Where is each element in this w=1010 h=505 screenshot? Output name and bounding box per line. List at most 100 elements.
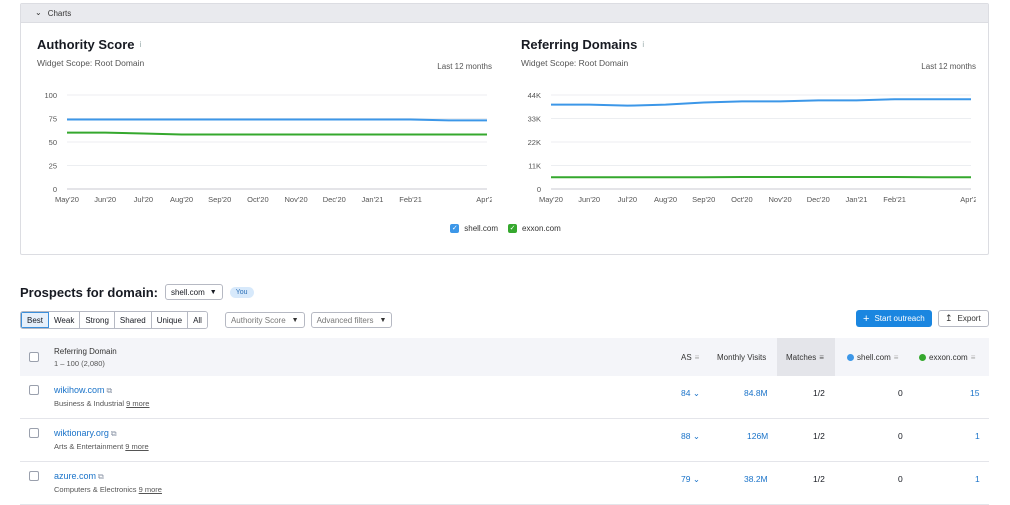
legend-label: exxon.com xyxy=(522,224,561,233)
y-tick-label: 50 xyxy=(49,138,57,147)
checkbox-checked-icon: ✓ xyxy=(450,224,459,233)
matches-value: 1/2 xyxy=(813,474,825,484)
sort-icon: ≡ xyxy=(695,353,700,362)
legend-item-exxon[interactable]: ✓ exxon.com xyxy=(508,224,561,233)
as-value[interactable]: 88 xyxy=(681,431,690,441)
as-value[interactable]: 84 xyxy=(681,388,690,398)
referring-domains-chart: Referring Domains i Widget Scope: Root D… xyxy=(521,37,976,68)
more-categories-link[interactable]: 9 more xyxy=(125,442,148,451)
domain-category: Computers & Electronics xyxy=(54,485,137,494)
header-exxon[interactable]: exxon.com≡ xyxy=(919,338,975,376)
x-tick-label: Nov'20 xyxy=(285,195,308,204)
authority-chart-title: Authority Score xyxy=(37,37,135,52)
more-categories-link[interactable]: 9 more xyxy=(126,399,149,408)
charts-header-label: Charts xyxy=(48,9,72,18)
row-checkbox[interactable] xyxy=(29,428,39,438)
domain-link[interactable]: wiktionary.org xyxy=(54,428,109,438)
chevron-down-icon[interactable]: ⌄ xyxy=(693,431,700,441)
legend-label: shell.com xyxy=(464,224,498,233)
shell-backlinks: 0 xyxy=(898,431,903,441)
sort-icon: ≡ xyxy=(819,353,824,362)
exxon-backlinks[interactable]: 1 xyxy=(975,431,980,441)
x-tick-label: Apr'21 xyxy=(476,195,492,204)
header-referring-domain: Referring Domain 1 – 100 (2,080) xyxy=(54,338,117,376)
segment-weak[interactable]: Weak xyxy=(49,312,80,328)
info-icon[interactable]: i xyxy=(140,40,142,49)
segment-all[interactable]: All xyxy=(188,312,207,328)
domains-chart-scope: Widget Scope: Root Domain xyxy=(521,58,976,68)
chart-legend: ✓ shell.com ✓ exxon.com xyxy=(21,224,990,233)
exxon-backlinks[interactable]: 1 xyxy=(975,474,980,484)
shell-backlinks: 0 xyxy=(898,474,903,484)
chevron-down-icon[interactable]: ⌄ xyxy=(693,388,700,398)
exxon-backlinks[interactable]: 15 xyxy=(970,388,979,398)
export-label: Export xyxy=(958,314,981,323)
prospects-heading: Prospects for domain: shell.com ▼ You xyxy=(20,284,254,300)
legend-item-shell[interactable]: ✓ shell.com xyxy=(450,224,498,233)
y-tick-label: 33K xyxy=(528,115,541,124)
export-button[interactable]: ↥ Export xyxy=(938,310,989,327)
external-link-icon[interactable]: ⧉ xyxy=(107,386,113,395)
charts-panel: ⌄ Charts Authority Score i Widget Scope:… xyxy=(20,3,989,255)
row-checkbox[interactable] xyxy=(29,385,39,395)
advanced-filters-dropdown[interactable]: Advanced filters ▼ xyxy=(311,312,393,328)
exxon-dot-icon xyxy=(919,354,926,361)
table-row: azure.com⧉ Computers & Electronics 9 mor… xyxy=(20,462,989,505)
series-line-shell-com xyxy=(551,99,971,105)
domain-category: Business & Industrial xyxy=(54,399,124,408)
authority-score-dropdown[interactable]: Authority Score ▼ xyxy=(225,312,305,328)
chevron-down-icon[interactable]: ⌄ xyxy=(693,474,700,484)
x-tick-label: Jan'21 xyxy=(362,195,384,204)
domain-link[interactable]: wikihow.com xyxy=(54,385,105,395)
external-link-icon[interactable]: ⧉ xyxy=(98,472,104,481)
segment-best[interactable]: Best xyxy=(21,312,49,328)
y-tick-label: 44K xyxy=(528,91,541,100)
charts-toggle[interactable]: ⌄ Charts xyxy=(21,4,988,23)
domain-link[interactable]: azure.com xyxy=(54,471,96,481)
table-row: wiktionary.org⧉ Arts & Entertainment 9 m… xyxy=(20,419,989,462)
info-icon[interactable]: i xyxy=(642,40,644,49)
visits-value: 84.8M xyxy=(744,388,768,398)
table-row: wikihow.com⧉ Business & Industrial 9 mor… xyxy=(20,376,989,419)
header-exxon-label: exxon.com xyxy=(929,353,968,362)
header-visits-label: Monthly Visits xyxy=(717,353,766,362)
more-categories-link[interactable]: 9 more xyxy=(139,485,162,494)
segment-shared[interactable]: Shared xyxy=(115,312,152,328)
prospects-table: Referring Domain 1 – 100 (2,080) AS≡ Mon… xyxy=(20,338,989,505)
plus-icon: + xyxy=(863,313,869,325)
authority-chart-scope: Widget Scope: Root Domain xyxy=(37,58,492,68)
header-matches[interactable]: Matches≡ xyxy=(786,338,824,376)
domains-chart-title: Referring Domains xyxy=(521,37,637,52)
header-as[interactable]: AS≡ xyxy=(681,338,699,376)
segment-strong[interactable]: Strong xyxy=(80,312,115,328)
x-tick-label: Feb'21 xyxy=(399,195,422,204)
start-outreach-button[interactable]: + Start outreach xyxy=(856,310,932,327)
x-tick-label: Oct'20 xyxy=(247,195,268,204)
header-shell-label: shell.com xyxy=(857,353,891,362)
header-shell[interactable]: shell.com≡ xyxy=(847,338,898,376)
authority-score-chart: Authority Score i Widget Scope: Root Dom… xyxy=(37,37,492,68)
x-tick-label: Dec'20 xyxy=(323,195,346,204)
header-monthly-visits[interactable]: Monthly Visits xyxy=(717,338,766,376)
x-tick-label: Oct'20 xyxy=(731,195,752,204)
x-tick-label: Jan'21 xyxy=(846,195,868,204)
prospect-type-segments: Best Weak Strong Shared Unique All xyxy=(20,311,208,329)
domain-select[interactable]: shell.com ▼ xyxy=(165,284,223,300)
prospects-title: Prospects for domain: xyxy=(20,285,158,300)
y-tick-label: 22K xyxy=(528,138,541,147)
segment-unique[interactable]: Unique xyxy=(152,312,188,328)
select-all-checkbox[interactable] xyxy=(29,352,39,362)
x-tick-label: Nov'20 xyxy=(769,195,792,204)
filters-bar: Best Weak Strong Shared Unique All Autho… xyxy=(20,311,392,329)
x-tick-label: May'20 xyxy=(55,195,79,204)
x-tick-label: Aug'20 xyxy=(170,195,193,204)
domain-select-value: shell.com xyxy=(171,288,205,297)
row-checkbox[interactable] xyxy=(29,471,39,481)
x-tick-label: Sep'20 xyxy=(208,195,231,204)
y-tick-label: 100 xyxy=(44,91,57,100)
as-value[interactable]: 79 xyxy=(681,474,690,484)
checkbox-checked-icon: ✓ xyxy=(508,224,517,233)
external-link-icon[interactable]: ⧉ xyxy=(111,429,117,438)
